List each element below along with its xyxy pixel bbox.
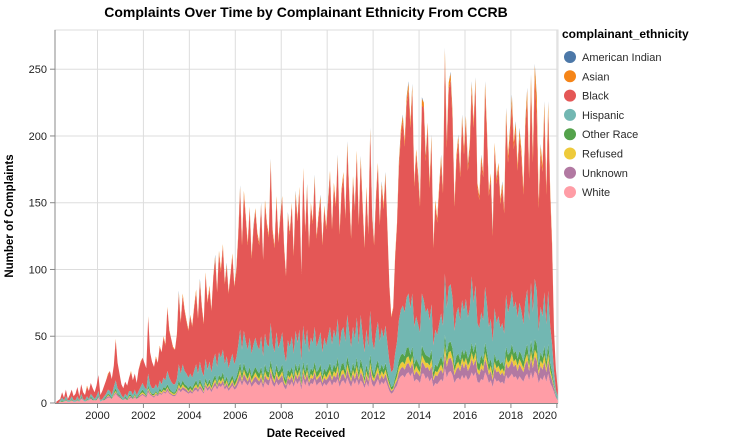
legend-swatch-asian bbox=[564, 70, 576, 83]
x-tick-label: 2016 bbox=[453, 410, 477, 422]
x-tick-label: 2020 bbox=[533, 410, 557, 422]
y-tick-label: 100 bbox=[29, 264, 47, 276]
legend-item: Other Race bbox=[564, 128, 638, 141]
legend-swatch-other-race bbox=[564, 128, 576, 141]
legend-item: White bbox=[564, 186, 610, 199]
legend-label: Hispanic bbox=[582, 110, 625, 122]
legend-swatch-refused bbox=[564, 147, 576, 160]
y-axis-title: Number of Complaints bbox=[4, 154, 16, 277]
legend-item: Hispanic bbox=[564, 108, 625, 122]
y-tick-label: 250 bbox=[29, 64, 47, 76]
legend-swatch-hispanic bbox=[564, 108, 576, 121]
legend-item: Asian bbox=[564, 70, 610, 83]
y-tick-label: 200 bbox=[29, 131, 47, 143]
x-tick-label: 2002 bbox=[131, 410, 155, 422]
x-tick-label: 2018 bbox=[499, 410, 523, 422]
area-black bbox=[56, 58, 558, 403]
chart-title: Complaints Over Time by Complainant Ethn… bbox=[104, 4, 507, 20]
axes: 0 50 100 150 200 250 2000 2002 2004 2006 2008 2010 2… bbox=[29, 30, 558, 422]
legend-label: White bbox=[582, 187, 610, 199]
y-tick-label: 150 bbox=[29, 198, 47, 210]
legend-label: Other Race bbox=[582, 129, 638, 141]
area-other-race bbox=[56, 334, 558, 403]
legend-label: Black bbox=[582, 91, 609, 103]
y-tick-label: 0 bbox=[41, 398, 47, 410]
legend-swatch-white bbox=[564, 186, 576, 199]
legend-swatch-unknown bbox=[564, 166, 576, 179]
area-unknown bbox=[56, 353, 558, 403]
area-marks bbox=[56, 47, 558, 403]
x-axis-title: Date Received bbox=[267, 428, 346, 440]
x-tick-label: 2010 bbox=[315, 410, 339, 422]
legend-swatch-american-indian bbox=[564, 51, 576, 63]
y-tick-label: 50 bbox=[35, 331, 47, 343]
area-hispanic bbox=[56, 273, 558, 403]
legend-item: Refused bbox=[564, 147, 623, 161]
area-white bbox=[56, 368, 558, 403]
legend: complainant_ethnicity American Indian Asi… bbox=[562, 27, 689, 199]
legend-item: Unknown bbox=[564, 166, 628, 180]
x-tick-label: 2008 bbox=[269, 410, 293, 422]
area-refused bbox=[56, 345, 558, 403]
x-tick-label: 2006 bbox=[223, 410, 247, 422]
legend-label: Unknown bbox=[582, 168, 628, 180]
legend-swatch-black bbox=[564, 89, 576, 102]
legend-item: American Indian bbox=[564, 51, 662, 64]
legend-label: Refused bbox=[582, 149, 623, 161]
legend-label: American Indian bbox=[582, 52, 662, 64]
legend-label: Asian bbox=[582, 71, 610, 83]
x-tick-label: 2012 bbox=[361, 410, 385, 422]
x-tick-label: 2004 bbox=[177, 410, 201, 422]
x-tick-label: 2000 bbox=[85, 410, 109, 422]
legend-item: Black bbox=[564, 89, 609, 103]
x-tick-label: 2014 bbox=[407, 410, 431, 422]
legend-title: complainant_ethnicity bbox=[562, 27, 689, 41]
